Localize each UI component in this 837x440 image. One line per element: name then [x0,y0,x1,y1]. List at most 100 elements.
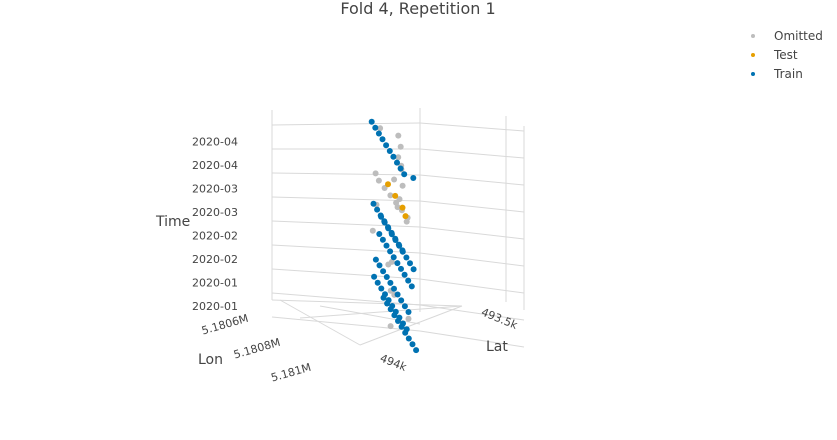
point-train[interactable] [403,254,410,261]
point-train[interactable] [376,231,383,237]
point-train[interactable] [409,341,416,348]
point-train[interactable] [383,142,390,149]
point-train[interactable] [387,306,394,313]
z-axis-title: Time [155,214,190,230]
z-tick-label: 2020-04 [192,159,238,172]
points-layer [368,118,420,354]
point-train[interactable] [391,312,398,319]
chart-title: Fold 4, Repetition 1 [340,0,495,18]
z-tick-label: 2020-01 [192,277,238,290]
point-train[interactable] [390,254,397,261]
point-train[interactable] [368,118,375,125]
point-train[interactable] [387,279,394,286]
point-train[interactable] [395,318,401,324]
z-tick-label: 2020-01 [192,300,238,313]
point-train[interactable] [383,274,390,280]
point-omitted[interactable] [391,176,398,183]
point-train[interactable] [375,130,382,137]
point-train[interactable] [388,231,395,238]
point-train[interactable] [379,236,386,243]
point-omitted[interactable] [369,227,376,234]
point-test[interactable] [392,192,399,199]
point-omitted[interactable] [388,258,395,265]
point-train[interactable] [372,124,379,131]
point-train[interactable] [398,323,405,330]
legend[interactable]: Omitted Test Train [751,29,823,81]
z-tick-label: 2020-02 [192,253,238,266]
point-train[interactable] [394,291,401,298]
ticks-layer: 2020-01 2020-01 2020-02 2020-02 2020-03 2020-… [192,136,520,385]
point-train[interactable] [371,273,378,280]
y-axis-title: Lon [198,352,223,368]
point-train[interactable] [374,206,381,213]
point-train[interactable] [376,262,383,269]
point-omitted[interactable] [394,204,401,211]
point-train[interactable] [383,242,390,249]
point-train[interactable] [370,200,377,207]
point-train[interactable] [379,136,386,143]
point-omitted[interactable] [395,154,402,161]
point-train[interactable] [384,300,391,307]
point-train[interactable] [401,171,408,178]
point-train[interactable] [372,256,379,263]
point-train[interactable] [386,148,393,154]
point-train[interactable] [385,225,392,232]
legend-label: Train [773,67,803,81]
point-omitted[interactable] [396,196,403,203]
x-tick-label: 494k [378,352,409,375]
point-train[interactable] [390,153,397,160]
point-train[interactable] [405,335,412,342]
point-train[interactable] [408,283,415,290]
legend-item-omitted[interactable]: Omitted [751,29,823,43]
point-omitted[interactable] [397,143,404,150]
point-train[interactable] [396,242,403,249]
point-omitted[interactable] [372,170,379,177]
point-test[interactable] [399,204,406,211]
point-train[interactable] [392,237,399,243]
point-omitted[interactable] [403,218,410,225]
point-train[interactable] [399,248,406,255]
point-train[interactable] [387,248,394,255]
point-train[interactable] [397,165,404,172]
point-train[interactable] [394,159,400,166]
point-train[interactable] [405,309,412,315]
legend-label: Omitted [774,29,823,43]
point-train[interactable] [407,260,413,267]
point-train[interactable] [405,277,412,284]
point-train[interactable] [378,285,385,292]
point-train[interactable] [410,175,417,181]
point-train[interactable] [378,213,385,220]
point-train[interactable] [398,297,405,304]
point-omitted[interactable] [387,323,394,330]
point-train[interactable] [381,219,388,226]
grid-layer [271,108,525,348]
point-train[interactable] [394,260,401,267]
point-omitted[interactable] [399,182,406,189]
legend-item-train[interactable]: Train [751,67,803,81]
point-train[interactable] [401,271,408,278]
point-omitted[interactable] [375,177,382,184]
point-train[interactable] [398,265,404,272]
point-omitted[interactable] [405,315,412,322]
legend-item-test[interactable]: Test [751,48,798,62]
point-train[interactable] [410,266,417,273]
point-omitted[interactable] [387,192,394,199]
y-tick-label: 5.1808M [232,336,282,362]
y-tick-label: 5.1806M [200,312,250,338]
point-train[interactable] [380,268,387,275]
point-omitted[interactable] [377,125,384,132]
point-train[interactable] [402,329,409,336]
z-tick-label: 2020-02 [192,230,238,243]
point-train[interactable] [391,285,397,292]
legend-label: Test [773,48,798,62]
point-train[interactable] [380,294,387,301]
point-train[interactable] [413,347,420,354]
point-omitted[interactable] [395,132,402,139]
z-tick-label: 2020-04 [192,136,238,149]
point-train[interactable] [401,303,408,310]
z-tick-label: 2020-03 [192,183,238,196]
point-train[interactable] [374,279,381,286]
point-test[interactable] [402,213,409,220]
point-test[interactable] [385,181,391,188]
